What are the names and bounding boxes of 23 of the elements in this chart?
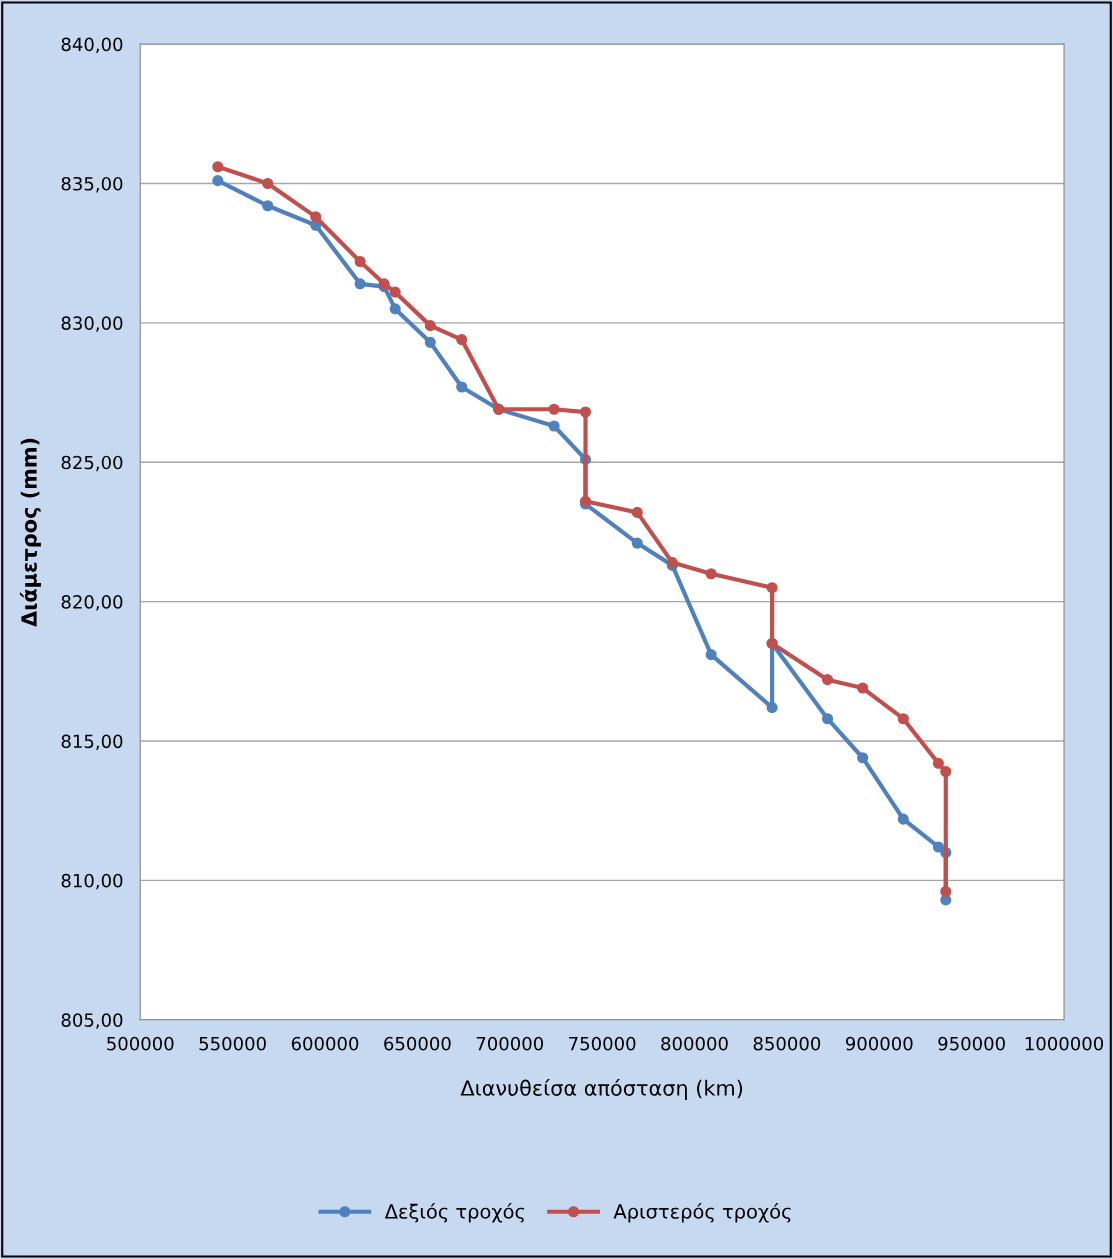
y-tick-label: 815,00	[61, 734, 123, 750]
y-tick-label: 835,00	[61, 176, 123, 193]
x-tick-label: 900000	[845, 1036, 913, 1051]
y-tick-label: 820,00	[61, 595, 123, 611]
x-tick-label: 1000000	[1025, 1036, 1104, 1051]
y-tick-label: 805,00	[61, 1013, 123, 1029]
y-tick-label: 840,00	[61, 37, 123, 54]
x-tick-label: 650000	[384, 1036, 451, 1051]
y-tick-label: 830,00	[61, 316, 123, 332]
y-tick-label: 810,00	[61, 873, 123, 890]
y-tick-label: 825,00	[61, 455, 123, 472]
x-tick-label: 950000	[938, 1036, 1005, 1051]
x-tick-label: 700000	[476, 1036, 544, 1051]
x-tick-label: 600000	[291, 1036, 359, 1051]
x-tick-label: 550000	[199, 1036, 266, 1051]
x-tick-label: 500000	[107, 1036, 174, 1051]
legend-label: Αριστερός τροχός	[613, 1202, 791, 1223]
y-axis-title: Διάμετρος (mm)	[19, 438, 41, 627]
x-axis-title: Διανυθείσα απόσταση (km)	[460, 1078, 743, 1100]
x-tick-label: 750000	[569, 1036, 636, 1051]
x-tick-label: 800000	[661, 1036, 728, 1051]
x-tick-label: 850000	[753, 1036, 821, 1051]
legend-label: Δεξιός τροχός	[384, 1202, 524, 1223]
